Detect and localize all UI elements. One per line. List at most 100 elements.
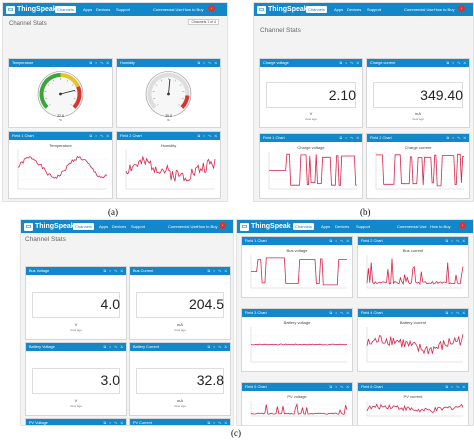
nav-commercial-use[interactable]: Commercial Use: [397, 224, 427, 229]
figure-label-c: (c): [231, 428, 241, 438]
widget-action-icons[interactable]: ⧉ ○ ✎ ✕: [207, 345, 228, 349]
nav-support[interactable]: Support: [116, 7, 131, 12]
widget-action-icons[interactable]: ⧉ ○ ✎ ✕: [445, 239, 466, 243]
nav-how-to-buy[interactable]: How to Buy: [183, 7, 204, 12]
gauge-tick: [49, 103, 51, 106]
updated-ago: view ago: [174, 328, 186, 332]
nav-devices[interactable]: Devices: [96, 7, 111, 12]
nav-support[interactable]: Support: [131, 224, 146, 229]
updated-ago: view ago: [174, 404, 186, 408]
widget-action-icons[interactable]: ⧉ ○ ✎ ✕: [446, 61, 467, 65]
nav-channels[interactable]: Channels: [73, 223, 94, 230]
numeric-value: 4.0: [100, 296, 120, 312]
widget-action-icons[interactable]: ⧉ ○ ✎ ✕: [445, 385, 466, 389]
gauge-tick: [153, 98, 156, 100]
widget-action-icons[interactable]: ⧉ ○ ✎ ✕: [329, 239, 350, 243]
widget-action-icons[interactable]: ⧉ ○ ✎ ✕: [339, 61, 360, 65]
chart-title: Bus voltage: [286, 248, 308, 253]
chart-axes: [366, 255, 463, 289]
nav-how-to-buy[interactable]: How to Buy: [434, 7, 455, 12]
nav-support[interactable]: Support: [356, 224, 371, 229]
chart-axes: [17, 150, 107, 190]
figure-label-a: (a): [108, 207, 118, 217]
gauge-tick: [66, 79, 68, 82]
gauge-tick: [155, 84, 158, 86]
chart-series-line: [366, 403, 464, 413]
nav-apps[interactable]: Apps: [321, 224, 331, 229]
channel-badge[interactable]: Channels 1 of 4: [188, 19, 219, 25]
nav-devices[interactable]: Devices: [112, 224, 127, 229]
widget-header: Field 1 Chart ⧉ ○ ✎ ✕: [260, 134, 362, 142]
nav-channels[interactable]: Channels: [306, 6, 327, 13]
logo-icon: ▭: [240, 222, 249, 231]
numeric-value: 2.10: [328, 87, 356, 103]
gauge-band-red: [180, 95, 190, 109]
user-avatar[interactable]: •: [208, 5, 215, 12]
line-chart-pv-voltage: [250, 401, 348, 417]
thingspeak-logo[interactable]: ▭ ThingSpeak: [257, 5, 308, 14]
widget-action-icons[interactable]: ⧉ ○ ✎ ✕: [197, 134, 218, 138]
numeric-widget-pv-current: PV Current ⧉ ○ ✎ ✕: [129, 418, 231, 425]
chart-series-line: [269, 153, 357, 186]
widget-header: Field 5 Chart ⧉ ○ ✎ ✕: [242, 383, 352, 391]
widget-header: Field 2 Chart ⧉ ○ ✎ ✕: [367, 134, 469, 142]
nav-apps[interactable]: Apps: [334, 7, 344, 12]
widget-action-icons[interactable]: ⧉ ○ ✎ ✕: [207, 421, 228, 425]
chart-widget-field2: Field 2 Chart ⧉ ○ ✎ ✕ Humidity: [116, 131, 221, 199]
chart-axes: [366, 401, 463, 417]
user-avatar[interactable]: •: [458, 5, 465, 12]
nav-commercial-use[interactable]: Commercial Use: [168, 224, 198, 229]
gauge-unit: °C: [58, 118, 63, 122]
thingspeak-logo[interactable]: ▭ ThingSpeak: [6, 5, 57, 14]
chart-axes: [125, 150, 215, 190]
figure-label-b: (b): [360, 207, 371, 217]
widget-action-icons[interactable]: ⧉ ○ ✎ ✕: [329, 385, 350, 389]
chart-series-line: [250, 343, 348, 346]
nav-apps[interactable]: Apps: [99, 224, 109, 229]
updated-ago: view ago: [70, 404, 82, 408]
nav-apps[interactable]: Apps: [83, 7, 93, 12]
page-title: Channel Stats: [9, 21, 47, 27]
nav-commercial-use[interactable]: Commercial Use: [404, 7, 434, 12]
chart-axes: [250, 401, 347, 417]
widget-action-icons[interactable]: ⧉ ○ ✎ ✕: [197, 61, 218, 65]
widget-action-icons[interactable]: ⧉ ○ ✎ ✕: [89, 134, 110, 138]
nav-channels[interactable]: Channels: [293, 223, 314, 230]
gauge-tick: [161, 79, 163, 82]
numeric-value: 349.40: [420, 87, 463, 103]
widget-header: Field 2 Chart ⧉ ○ ✎ ✕: [117, 132, 220, 140]
user-avatar[interactable]: •: [459, 222, 466, 229]
widget-action-icons[interactable]: ⧉ ○ ✎ ✕: [445, 311, 466, 315]
gauge-needle: [60, 89, 76, 95]
line-chart-charge-current: [375, 152, 464, 190]
widget-action-icons[interactable]: ⧉ ○ ✎ ✕: [103, 345, 124, 349]
gauge-unit: %: [167, 118, 170, 122]
screenshot-panel-b: ▭ ThingSpeak Channels Apps Devices Suppor…: [253, 2, 474, 202]
chart-axes: [375, 152, 464, 190]
updated-ago: view ago: [305, 117, 317, 121]
widget-action-icons[interactable]: ⧉ ○ ✎ ✕: [89, 61, 110, 65]
widget-action-icons[interactable]: ⧉ ○ ✎ ✕: [329, 311, 350, 315]
page-title: Channel Stats: [25, 236, 66, 243]
nav-channels[interactable]: Channels: [55, 6, 76, 13]
logo-icon: ▭: [24, 222, 33, 231]
numeric-display-box: [136, 368, 224, 394]
widget-action-icons[interactable]: ⧉ ○ ✎ ✕: [339, 136, 360, 140]
nav-commercial-use[interactable]: Commercial Use: [153, 7, 183, 12]
widget-action-icons[interactable]: ⧉ ○ ✎ ✕: [446, 136, 467, 140]
logo-icon: ▭: [6, 5, 15, 14]
nav-devices[interactable]: Devices: [335, 224, 350, 229]
thingspeak-logo[interactable]: ▭ ThingSpeak: [24, 222, 75, 231]
nav-how-to-buy[interactable]: How to Buy: [430, 224, 451, 229]
user-avatar[interactable]: •: [219, 222, 226, 229]
widget-action-icons[interactable]: ⧉ ○ ✎ ✕: [207, 269, 228, 273]
nav-how-to-buy[interactable]: How to Buy: [197, 224, 218, 229]
nav-support[interactable]: Support: [367, 7, 382, 12]
line-chart-bus-voltage: [250, 255, 347, 289]
numeric-unit: mA: [177, 398, 183, 403]
nav-devices[interactable]: Devices: [347, 7, 362, 12]
widget-header: Field 1 Chart ⧉ ○ ✎ ✕: [242, 237, 352, 245]
thingspeak-logo[interactable]: ▭ ThingSpeak: [240, 222, 291, 231]
widget-action-icons[interactable]: ⧉ ○ ✎ ✕: [103, 269, 124, 273]
widget-action-icons[interactable]: ⧉ ○ ✎ ✕: [103, 421, 124, 425]
